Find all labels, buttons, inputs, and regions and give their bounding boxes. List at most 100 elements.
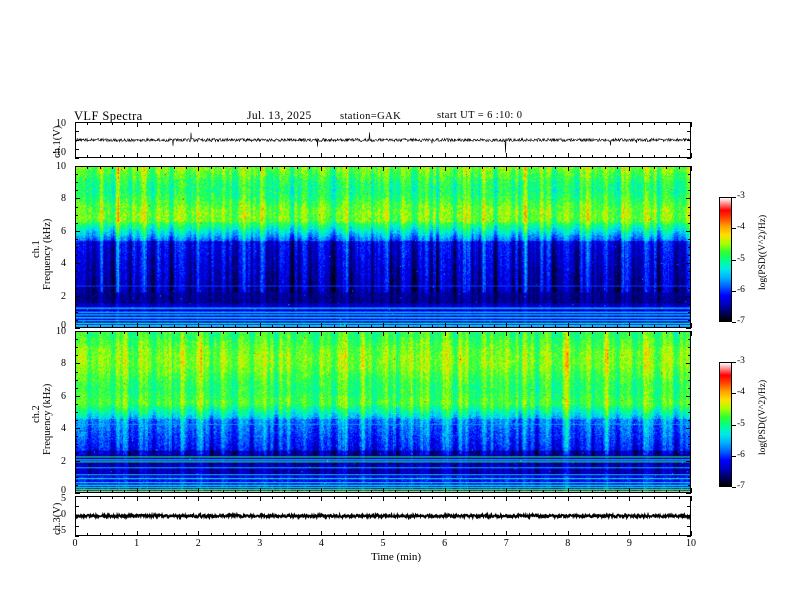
y-tick-mark <box>688 207 691 208</box>
x-tick-mark <box>284 122 285 125</box>
x-tick-mark <box>161 122 162 125</box>
x-tick-mark <box>494 325 495 328</box>
x-tick-mark <box>408 496 409 499</box>
x-tick-mark <box>149 166 150 169</box>
y-tick-mark <box>688 436 691 437</box>
ch1-voltage-axis-title: ch.1(V) <box>52 125 63 158</box>
x-tick-mark <box>395 155 396 158</box>
x-tick-mark <box>519 533 520 536</box>
y-tick-mark <box>75 372 78 373</box>
x-tick-mark <box>321 153 322 158</box>
x-tick-mark <box>420 155 421 158</box>
x-tick-mark <box>297 331 298 334</box>
x-tick-mark <box>174 155 175 158</box>
x-tick-mark <box>137 122 138 127</box>
x-tick-mark <box>75 531 76 536</box>
x-tick-mark <box>211 490 212 493</box>
x-tick-mark <box>568 488 569 493</box>
x-tick-mark <box>211 325 212 328</box>
colorbar-tick <box>732 322 736 323</box>
y-tick-mark <box>75 312 78 313</box>
page-title: VLF Spectra <box>74 109 143 123</box>
x-tick-mark <box>605 490 606 493</box>
x-tick-mark <box>112 533 113 536</box>
x-tick-mark <box>334 325 335 328</box>
x-tick-label: 6 <box>442 538 448 549</box>
x-tick-mark <box>580 122 581 125</box>
x-tick-mark <box>260 488 261 493</box>
x-tick-mark <box>445 488 446 493</box>
x-tick-mark <box>334 490 335 493</box>
x-tick-mark <box>445 331 446 336</box>
colorbar-tick <box>732 197 736 198</box>
x-tick-mark <box>679 496 680 499</box>
x-tick-mark <box>235 155 236 158</box>
x-tick-mark <box>432 325 433 328</box>
x-tick-mark <box>100 325 101 328</box>
x-tick-mark <box>457 490 458 493</box>
x-tick-mark <box>629 122 630 127</box>
x-tick-mark <box>346 490 347 493</box>
x-tick-mark <box>358 325 359 328</box>
x-tick-mark <box>642 122 643 125</box>
y-tick-mark <box>686 493 691 494</box>
x-tick-mark <box>666 331 667 334</box>
ch2-spectrogram-image <box>76 332 690 492</box>
x-tick-mark <box>223 496 224 499</box>
x-tick-mark <box>629 166 630 171</box>
y-tick-mark <box>75 331 80 332</box>
x-tick-mark <box>211 155 212 158</box>
x-tick-mark <box>605 122 606 125</box>
x-tick-mark <box>346 166 347 169</box>
x-tick-mark <box>580 325 581 328</box>
x-tick-mark <box>358 122 359 125</box>
x-tick-mark <box>617 155 618 158</box>
x-tick-mark <box>568 496 569 501</box>
x-tick-mark <box>408 122 409 125</box>
colorbar-tick-label: -3 <box>737 191 745 201</box>
x-tick-mark <box>494 331 495 334</box>
x-tick-mark <box>691 153 692 158</box>
x-tick-mark <box>100 496 101 499</box>
x-tick-mark <box>395 490 396 493</box>
x-tick-mark <box>568 331 569 336</box>
x-tick-mark <box>666 490 667 493</box>
ch3-ytick-neg5: -5 <box>57 525 66 536</box>
y-tick-mark <box>688 388 691 389</box>
x-tick-mark <box>592 155 593 158</box>
y-tick-mark <box>75 190 78 191</box>
x-tick-mark <box>494 496 495 499</box>
x-tick-mark <box>679 490 680 493</box>
x-tick-mark <box>284 533 285 536</box>
x-tick-mark <box>482 490 483 493</box>
y-tick-mark <box>688 444 691 445</box>
x-tick-mark <box>371 496 372 499</box>
x-tick-mark <box>174 122 175 125</box>
x-tick-mark <box>383 122 384 127</box>
y-tick-mark <box>75 239 78 240</box>
x-tick-mark <box>260 531 261 536</box>
x-tick-mark <box>260 496 261 501</box>
y-tick-mark <box>686 396 691 397</box>
y-tick-mark <box>75 247 78 248</box>
x-tick-mark <box>358 496 359 499</box>
x-tick-label: 0 <box>72 538 78 549</box>
y-tick-mark <box>75 493 80 494</box>
x-tick-mark <box>272 533 273 536</box>
ch3-waveform-trace <box>76 511 690 521</box>
x-tick-mark <box>284 325 285 328</box>
x-tick-label: 10 <box>686 538 696 549</box>
x-tick-mark <box>371 533 372 536</box>
x-tick-mark <box>531 155 532 158</box>
x-tick-mark <box>235 496 236 499</box>
y-tick-mark <box>688 347 691 348</box>
x-tick-label: 3 <box>257 538 263 549</box>
x-tick-mark <box>531 325 532 328</box>
x-tick-mark <box>87 155 88 158</box>
x-tick-mark <box>506 323 507 328</box>
x-tick-mark <box>519 155 520 158</box>
x-tick-mark <box>211 122 212 125</box>
y-tick-mark <box>75 207 78 208</box>
colorbar-tick-label: -4 <box>737 222 745 233</box>
ch1-freq-tick-6: 6 <box>61 226 66 237</box>
